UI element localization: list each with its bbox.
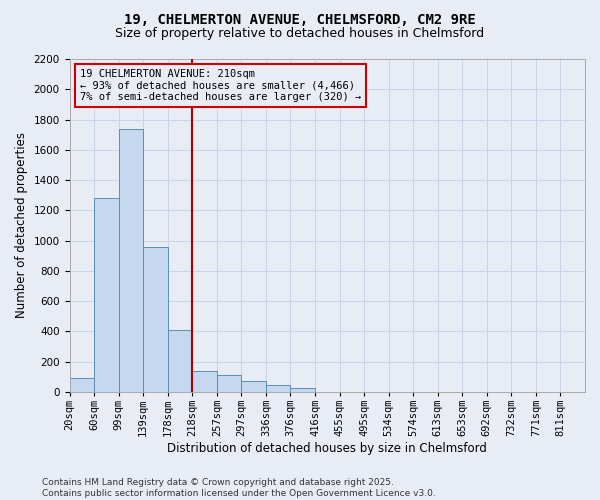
X-axis label: Distribution of detached houses by size in Chelmsford: Distribution of detached houses by size … (167, 442, 487, 455)
Bar (217, 376, 241, 392)
Bar (119, 128, 143, 392)
Bar (70, 378, 94, 392)
Bar (168, 330, 192, 392)
Bar (94, 198, 119, 392)
Bar (192, 371, 217, 392)
Text: 19 CHELMERTON AVENUE: 210sqm
← 93% of detached houses are smaller (4,466)
7% of : 19 CHELMERTON AVENUE: 210sqm ← 93% of de… (80, 69, 361, 102)
Text: 19, CHELMERTON AVENUE, CHELMSFORD, CM2 9RE: 19, CHELMERTON AVENUE, CHELMSFORD, CM2 9… (124, 12, 476, 26)
Bar (241, 382, 266, 392)
Y-axis label: Number of detached properties: Number of detached properties (15, 132, 28, 318)
Bar (143, 246, 168, 392)
Text: Contains HM Land Registry data © Crown copyright and database right 2025.
Contai: Contains HM Land Registry data © Crown c… (42, 478, 436, 498)
Bar (290, 388, 315, 392)
Bar (266, 385, 290, 392)
Text: Size of property relative to detached houses in Chelmsford: Size of property relative to detached ho… (115, 28, 485, 40)
